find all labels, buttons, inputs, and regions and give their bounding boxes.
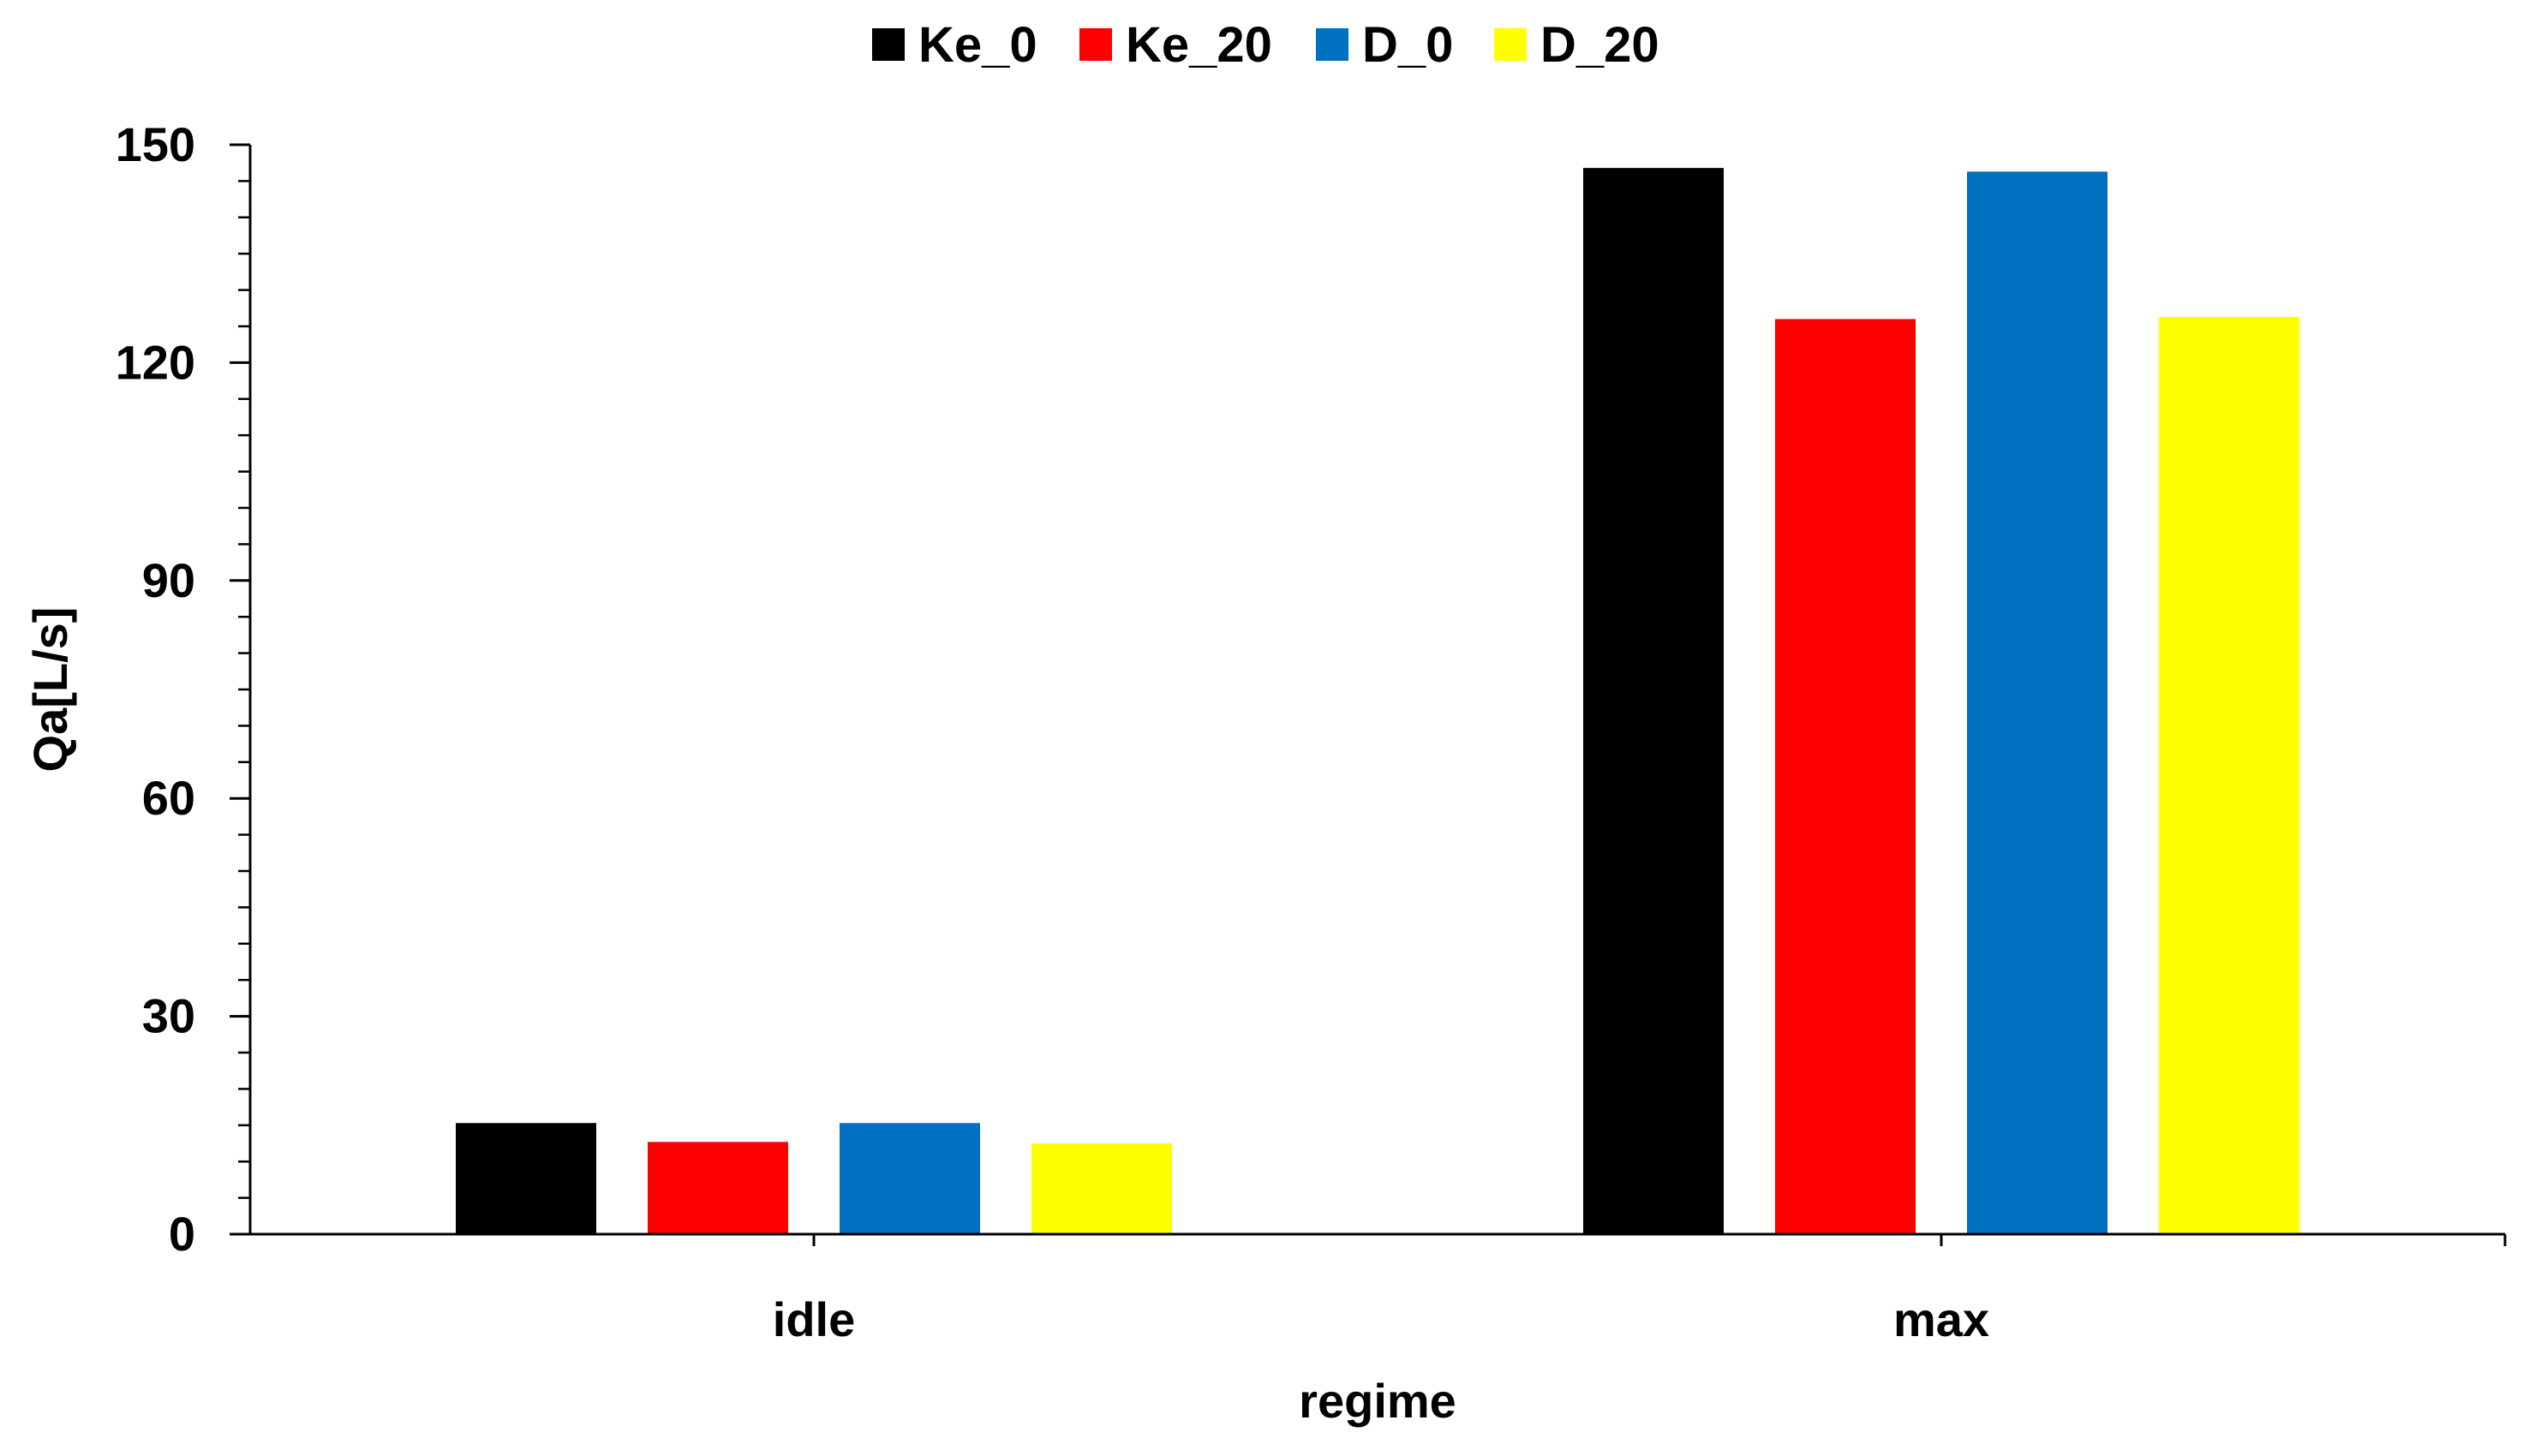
legend-label: D_20 <box>1540 17 1659 73</box>
legend-swatch <box>1079 28 1112 61</box>
x-ticks: idle max <box>773 1234 2507 1346</box>
bar-ke-0-idle <box>456 1123 596 1234</box>
bars <box>456 168 2299 1235</box>
bar-d-20-idle <box>1031 1143 1172 1234</box>
legend-swatch <box>1494 28 1527 61</box>
x-tick-label: max <box>1893 1292 1989 1346</box>
bar-ke-20-max <box>1775 319 1916 1234</box>
y-tick-label: 60 <box>142 771 195 825</box>
legend: Ke_0 Ke_20 D_0 D_20 <box>872 17 1659 73</box>
y-tick-label: 30 <box>142 989 195 1043</box>
x-axis-label: regime <box>1299 1374 1456 1428</box>
bar-ke-0-max <box>1583 168 1724 1235</box>
y-tick-label: 120 <box>116 335 195 389</box>
legend-label: D_0 <box>1362 17 1453 73</box>
legend-label: Ke_0 <box>918 17 1037 73</box>
x-tick-label: idle <box>773 1292 855 1346</box>
legend-label: Ke_20 <box>1126 17 1272 73</box>
y-axis-label: Qa[L/s] <box>23 607 77 773</box>
bar-d-20-max <box>2159 316 2299 1234</box>
y-ticks: 0 30 60 90 120 150 <box>116 117 250 1261</box>
legend-swatch <box>872 28 905 61</box>
bar-d-0-max <box>1967 171 2108 1235</box>
y-tick-label: 90 <box>142 553 195 607</box>
y-tick-label: 0 <box>169 1207 195 1261</box>
legend-swatch <box>1316 28 1348 61</box>
bar-d-0-idle <box>840 1123 980 1234</box>
y-tick-label: 150 <box>116 117 195 171</box>
bar-ke-20-idle <box>648 1142 788 1234</box>
